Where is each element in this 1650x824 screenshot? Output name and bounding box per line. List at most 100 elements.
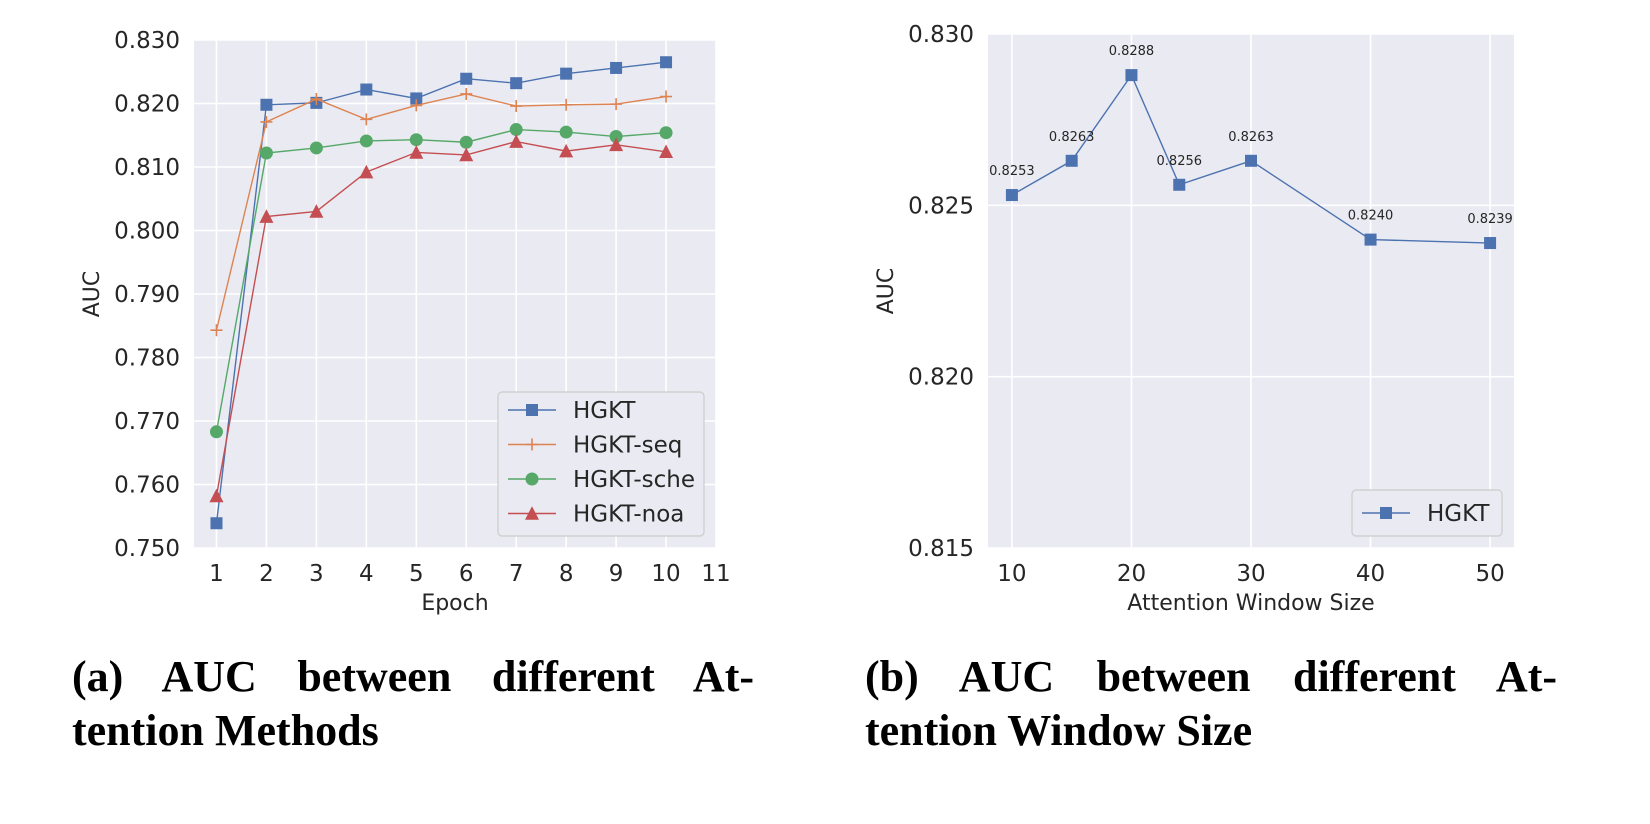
y-tick-label: 0.780 [114, 346, 180, 372]
caption-a-line2: tention Methods [72, 706, 379, 755]
series-hgkt-sche [209, 123, 673, 439]
x-tick-label: 9 [609, 561, 624, 587]
data-point-hgkt-seq [210, 324, 223, 337]
y-tick-label: 0.820 [114, 92, 180, 118]
data-point-hgkt-seq [410, 99, 423, 112]
series-line-hgkt-sche [215, 128, 667, 432]
data-point-hgkt [1245, 154, 1257, 167]
data-point-hgkt-sche [259, 146, 273, 160]
x-tick-label: 10 [651, 561, 680, 587]
legend-marker [1380, 507, 1392, 519]
data-point-hgkt [560, 67, 573, 80]
legend-marker [525, 506, 539, 520]
chart-attention-methods: 1 2 3 4 5 6 7 8 9 10 11 0.750 0.760 0.770 0.780 0.790 0.… [80, 28, 731, 616]
x-tick-label: 1 [209, 561, 224, 587]
data-point-hgkt-noa [309, 204, 324, 218]
x-tick-label: 4 [359, 561, 374, 587]
x-tick-label: 11 [701, 561, 730, 587]
data-point-hgkt-sche [459, 135, 473, 149]
x-tick-label: 5 [409, 561, 424, 587]
y-tick-label: 0.815 [908, 536, 974, 562]
data-point-hgkt-sche [509, 123, 523, 137]
y-tick-label: 0.825 [908, 193, 974, 219]
data-label: 0.8239 [1467, 212, 1513, 227]
x-tick-label: 50 [1475, 561, 1504, 587]
caption-b-line1: (b) AUC between different At- [865, 652, 1557, 701]
data-point-hgkt-noa [509, 134, 524, 148]
data-point-hgkt-noa [559, 143, 574, 158]
data-point-hgkt-sche [309, 141, 323, 155]
x-tick-label: 30 [1236, 561, 1265, 587]
caption-b-line2: tention Window Size [865, 706, 1253, 755]
data-point-hgkt [410, 92, 423, 105]
series-hgkt-noa [209, 134, 674, 503]
legend-item-hgkt: HGKT [1362, 501, 1490, 527]
series-hgkt: 0.8253 0.8263 0.8288 0.8256 0.8263 0.8240 0.82… [989, 44, 1513, 250]
data-point-hgkt-sche [609, 130, 623, 144]
x-axis-label: Attention Window Size [1127, 591, 1374, 616]
data-point-hgkt [460, 72, 473, 85]
legend-item-hgkt-seq: HGKT-seq [508, 433, 682, 459]
data-label: 0.8263 [1049, 130, 1095, 145]
series-hgkt-seq [210, 87, 673, 337]
data-point-hgkt-sche [409, 133, 423, 147]
legend: HGKT HGKT-seq HGKT-sche HGKT-noa [497, 391, 705, 537]
x-tick-label: 6 [459, 561, 474, 587]
caption-b: (b) AUC between different At- tention Wi… [865, 650, 1557, 758]
legend-label: HGKT-seq [573, 433, 682, 459]
data-point-hgkt-sche [659, 126, 673, 140]
data-point-hgkt-seq [360, 113, 373, 126]
series-hgkt [210, 56, 673, 530]
data-point-hgkt [660, 56, 673, 69]
y-tick-label: 0.810 [114, 155, 180, 181]
y-tick-label: 0.800 [114, 219, 180, 245]
data-label: 0.8256 [1157, 154, 1203, 169]
data-point-hgkt [1005, 189, 1018, 202]
y-tick-label: 0.830 [908, 22, 974, 48]
x-tick-label: 40 [1356, 561, 1385, 587]
x-axis-label: Epoch [421, 591, 488, 616]
data-point-hgkt-sche [359, 134, 373, 148]
data-point-hgkt-noa [459, 147, 474, 162]
x-tick-label: 2 [259, 561, 274, 587]
y-axis-label: AUC [874, 268, 899, 315]
legend-marker [525, 472, 539, 486]
data-point-hgkt [1364, 233, 1377, 246]
data-point-hgkt-noa [209, 488, 224, 503]
data-point-hgkt-noa [609, 137, 624, 152]
data-point-hgkt [1173, 178, 1186, 191]
data-point-hgkt-noa [659, 144, 674, 159]
legend-item-hgkt-sche: HGKT-sche [508, 467, 695, 493]
data-point-hgkt [1065, 154, 1078, 167]
caption-a: (a) AUC between different At- tention Me… [72, 650, 754, 758]
x-tick-label: 10 [997, 561, 1026, 587]
caption-a-line1: (a) AUC between different At- [72, 652, 754, 701]
series-line-hgkt [215, 61, 667, 524]
y-tick-label: 0.760 [114, 473, 180, 499]
data-point-hgkt-noa [409, 145, 424, 159]
legend-label: HGKT [1427, 501, 1490, 527]
data-point-hgkt [1125, 69, 1138, 82]
y-tick-label: 0.770 [114, 409, 180, 435]
y-tick-label: 0.790 [114, 282, 180, 308]
y-tick-label: 0.820 [908, 365, 974, 391]
data-point-hgkt-seq [460, 87, 473, 100]
y-tick-label: 0.830 [114, 28, 180, 54]
chart-attention-window-size: 10 20 30 40 50 0.815 0.820 0.825 0.830 Attention … [874, 22, 1514, 616]
legend-label: HGKT [573, 398, 636, 424]
data-label: 0.8253 [989, 164, 1035, 179]
legend-box [497, 391, 705, 537]
data-point-hgkt [210, 517, 223, 530]
data-point-hgkt-seq [560, 98, 573, 111]
data-point-hgkt-seq [260, 115, 273, 128]
data-point-hgkt-seq [510, 100, 523, 113]
data-point-hgkt-noa [259, 209, 274, 223]
series-line-hgkt-seq [215, 93, 667, 331]
legend: HGKT [1351, 489, 1503, 537]
y-tick-label: 0.750 [114, 536, 180, 562]
legend-marker [526, 438, 538, 451]
data-point-hgkt [360, 83, 373, 96]
data-point-hgkt-sche [559, 125, 573, 139]
y-axis-label: AUC [80, 271, 105, 318]
